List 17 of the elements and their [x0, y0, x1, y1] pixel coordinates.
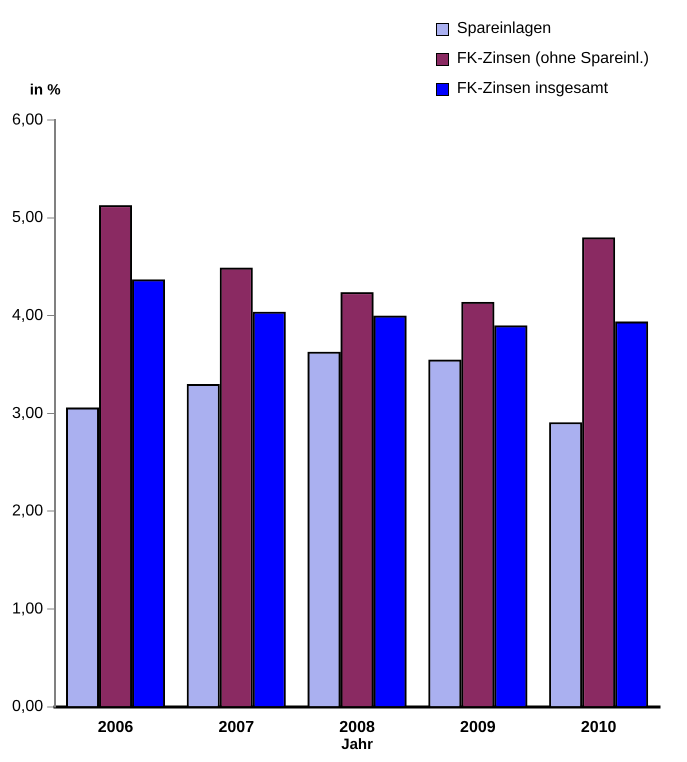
y-tick-label: 6,00	[12, 111, 44, 128]
legend-label: Spareinlagen	[456, 20, 552, 38]
x-tick-label: 2010	[580, 718, 617, 736]
y-tick-label: 3,00	[12, 404, 44, 422]
y-axis-title: in %	[30, 82, 61, 99]
y-tick-label: 5,00	[12, 209, 44, 226]
y-tick-label: 2,00	[12, 502, 44, 520]
legend-label: FK-Zinsen (ohne Spareinl.)	[456, 50, 649, 68]
x-tick-label: 2008	[339, 718, 375, 736]
x-tick-label: 2009	[460, 718, 496, 736]
y-tick-label: 4,00	[12, 307, 44, 324]
x-axis-title: Jahr	[341, 736, 374, 754]
legend-label: FK-Zinsen insgesamt	[456, 80, 608, 98]
x-tick-label: 2007	[218, 718, 254, 736]
x-tick-label: 2006	[98, 718, 134, 736]
y-tick-label: 0,00	[12, 698, 44, 716]
y-tick-label: 1,00	[12, 600, 44, 618]
